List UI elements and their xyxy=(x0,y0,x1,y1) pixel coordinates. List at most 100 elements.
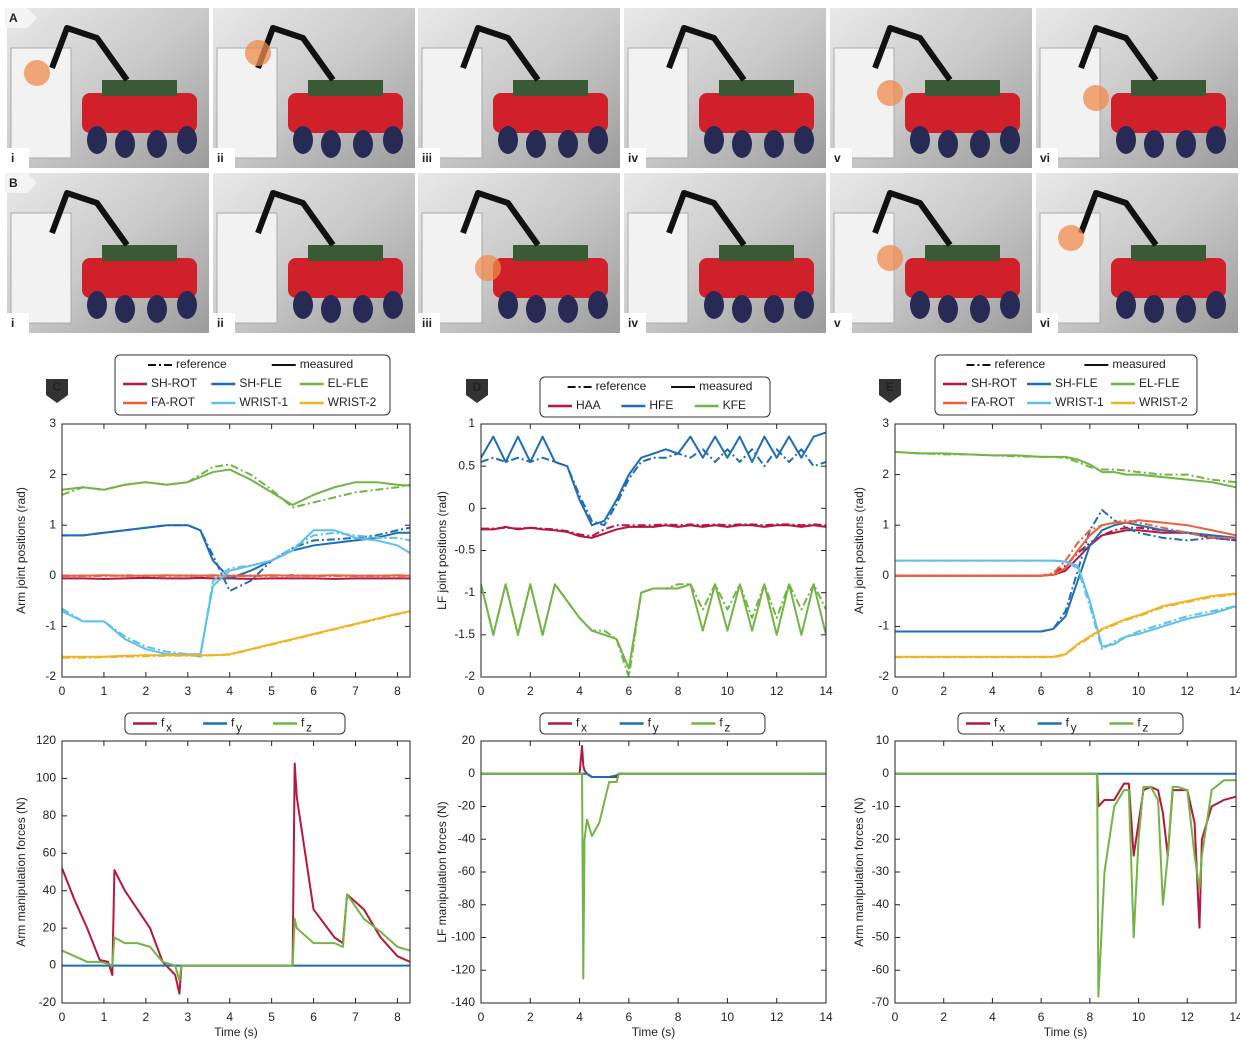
data-line xyxy=(62,576,410,580)
legend-label: SH-ROT xyxy=(971,376,1018,390)
legend-subscript: x xyxy=(581,721,587,735)
robot-leg xyxy=(87,126,107,154)
panel-label: D xyxy=(473,380,482,394)
x-tick-label: 7 xyxy=(352,1010,359,1024)
reference-line xyxy=(62,463,410,509)
x-tick-label: 10 xyxy=(1132,1010,1146,1024)
legend-label: FA-ROT xyxy=(151,395,196,409)
robot-leg xyxy=(1206,126,1226,154)
y-tick-label: -20 xyxy=(458,799,476,813)
legend-subscript: x xyxy=(166,721,172,735)
robot-leg xyxy=(1144,295,1164,323)
panel-badge xyxy=(466,379,488,403)
y-tick-label: 0.5 xyxy=(458,458,475,472)
photo: vi xyxy=(1036,8,1238,168)
data-line xyxy=(481,524,826,539)
y-tick-label: 20 xyxy=(43,920,57,934)
y-tick-label: 1 xyxy=(882,517,889,531)
x-tick-label: 14 xyxy=(1229,1010,1240,1024)
x-tick-label: 4 xyxy=(226,1010,233,1024)
robot-top xyxy=(719,245,794,261)
robot-leg xyxy=(147,130,167,158)
photo: vi xyxy=(1036,173,1238,333)
legend-label: reference xyxy=(596,379,647,393)
robot-leg xyxy=(321,130,341,158)
x-tick-label: 2 xyxy=(940,684,947,698)
reference-line xyxy=(481,523,826,538)
robot-leg xyxy=(794,291,814,319)
frame-label: vi xyxy=(1040,151,1050,165)
panel-badge xyxy=(879,379,901,403)
x-tick-label: 0 xyxy=(892,684,899,698)
cabinet xyxy=(216,47,278,159)
data-line xyxy=(481,744,826,779)
y-tick-label: -100 xyxy=(451,930,475,944)
frame-label-box xyxy=(624,313,646,333)
data-line xyxy=(62,468,410,506)
robot-body xyxy=(1111,258,1226,298)
y-tick-label: 3 xyxy=(882,416,889,430)
y-tick-label: 10 xyxy=(876,733,890,747)
legend-label: reference xyxy=(176,357,227,371)
robot-leg xyxy=(87,291,107,319)
contact-highlight xyxy=(475,255,501,281)
frame-label: ii xyxy=(217,316,224,330)
cabinet xyxy=(421,212,483,324)
x-tick-label: 10 xyxy=(721,1010,735,1024)
robot-body xyxy=(699,258,814,298)
x-tick-label: 10 xyxy=(721,684,735,698)
y-tick-label: 0 xyxy=(882,766,889,780)
frame-label-box xyxy=(418,313,440,333)
robot-leg xyxy=(353,130,373,158)
contact-highlight xyxy=(877,80,903,106)
y-tick-label: 0 xyxy=(468,501,475,515)
cabinet xyxy=(627,47,689,159)
robot-leg xyxy=(498,126,518,154)
robot-leg xyxy=(147,295,167,323)
cabinet xyxy=(10,212,72,324)
x-axis-label: Time (s) xyxy=(1044,1025,1088,1039)
reference-line xyxy=(895,593,1236,659)
data-line xyxy=(62,610,410,658)
y-tick-label: 2 xyxy=(49,467,56,481)
y-tick-label: 120 xyxy=(36,733,56,747)
y-tick-label: -30 xyxy=(872,864,890,878)
robot-leg xyxy=(704,126,724,154)
y-tick-label: -1.5 xyxy=(454,627,475,641)
cabinet xyxy=(421,47,483,159)
frame-label: ii xyxy=(217,151,224,165)
robot-leg xyxy=(177,291,197,319)
x-tick-label: 8 xyxy=(675,1010,682,1024)
legend-subscript: z xyxy=(306,721,312,735)
legend-label: SH-FLE xyxy=(239,376,282,390)
robot-leg xyxy=(1206,291,1226,319)
legend-label: FA-ROT xyxy=(971,395,1016,409)
robot-leg xyxy=(558,130,578,158)
data-line xyxy=(895,772,1236,998)
y-tick-label: 0 xyxy=(49,958,56,972)
data-line xyxy=(895,559,1236,648)
plot-frame xyxy=(61,423,411,678)
frame-label: v xyxy=(834,316,841,330)
frame-label: iii xyxy=(422,316,432,330)
legend-label: f xyxy=(719,716,723,730)
panel-badge xyxy=(5,8,37,28)
x-tick-label: 5 xyxy=(268,1010,275,1024)
photo: iv xyxy=(624,8,826,168)
contact-highlight xyxy=(1058,225,1084,251)
y-tick-label: -10 xyxy=(872,799,890,813)
robot-leg xyxy=(938,130,958,158)
y-tick-label: 20 xyxy=(462,733,476,747)
legend-label: SH-ROT xyxy=(151,376,198,390)
y-tick-label: 1 xyxy=(468,416,475,430)
y-tick-label: -80 xyxy=(458,897,476,911)
y-tick-label: 80 xyxy=(43,808,57,822)
data-line xyxy=(62,893,410,982)
robot-arm xyxy=(1078,25,1159,82)
data-line xyxy=(62,529,410,656)
legend-label: reference xyxy=(994,357,1045,371)
robot-leg xyxy=(498,291,518,319)
y-axis-label: Arm manipulation forces (N) xyxy=(14,797,28,946)
x-axis-label: Time (s) xyxy=(632,1025,676,1039)
y-tick-label: -70 xyxy=(872,995,890,1009)
